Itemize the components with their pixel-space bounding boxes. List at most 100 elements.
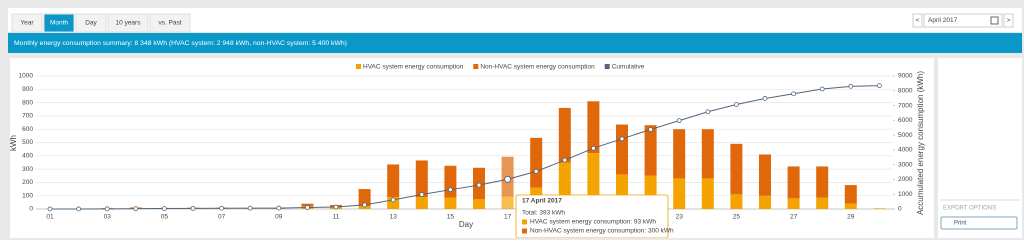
bar-segment[interactable] (587, 101, 600, 154)
y-tick-label: 100 (22, 192, 33, 199)
cumulative-point[interactable] (562, 157, 568, 163)
bar-segment[interactable] (701, 178, 714, 209)
prev-label[interactable]: < (916, 17, 920, 24)
cumulative-point[interactable] (791, 91, 796, 97)
cumulative-point[interactable] (676, 118, 682, 124)
tab[interactable] (75, 13, 107, 33)
tab[interactable] (107, 13, 149, 33)
print-button[interactable] (940, 216, 1018, 230)
cumulative-point[interactable] (848, 83, 854, 89)
legend-label[interactable]: HVAC system energy consumption (363, 64, 464, 71)
cumulative-point[interactable] (47, 206, 53, 212)
bar-segment[interactable] (444, 165, 457, 198)
bar-segment[interactable] (358, 189, 371, 207)
cumulative-point[interactable] (648, 127, 653, 132)
cumulative-point[interactable] (219, 205, 225, 211)
bar-segment[interactable] (787, 166, 800, 199)
bar-segment[interactable] (759, 154, 771, 196)
cumulative-point[interactable] (447, 187, 453, 193)
bar-segment[interactable] (673, 178, 686, 209)
bar-segment[interactable] (415, 197, 428, 209)
y2-tick-label: 7000 (898, 102, 913, 109)
tab-label[interactable]: Month (50, 20, 68, 27)
date-input[interactable] (923, 13, 1003, 28)
cumulative-point[interactable] (276, 205, 282, 211)
bar-segment[interactable] (415, 160, 428, 198)
tab-label[interactable]: 10 years (116, 20, 142, 27)
bar-segment[interactable] (644, 125, 657, 176)
cumulative-point[interactable] (104, 206, 110, 212)
bar-segment[interactable] (444, 197, 457, 209)
legend-label[interactable]: Non-HVAC system energy consumption (480, 64, 595, 71)
bar-segment[interactable] (473, 199, 485, 209)
tab-label[interactable]: Year (20, 20, 34, 27)
bar-segment[interactable] (816, 166, 829, 198)
bar-segment[interactable] (301, 203, 314, 207)
cumulative-point[interactable] (190, 205, 196, 211)
bar-segment[interactable] (501, 196, 514, 209)
tab[interactable] (149, 13, 191, 33)
cumulative-point[interactable] (476, 182, 482, 188)
bar-segment[interactable] (558, 107, 571, 163)
bar-segment[interactable] (873, 208, 886, 209)
bar-segment[interactable] (844, 185, 857, 204)
cumulative-point[interactable] (76, 206, 81, 212)
bar-segment[interactable] (387, 197, 400, 209)
y2-tick-label: 1000 (898, 191, 913, 198)
cumulative-point[interactable] (877, 83, 882, 89)
y2-tick-label: 8000 (898, 87, 913, 94)
tab[interactable] (43, 13, 75, 33)
bar-segment[interactable] (530, 137, 543, 188)
cumulative-point[interactable] (304, 205, 310, 210)
bar-segment[interactable] (844, 203, 857, 209)
prev-button[interactable] (912, 13, 923, 28)
bar-segment[interactable] (673, 129, 686, 179)
tab-label[interactable]: Day (85, 20, 97, 27)
bar-segment[interactable] (787, 198, 800, 209)
cumulative-point[interactable] (333, 204, 339, 210)
cumulative-point[interactable] (705, 109, 711, 115)
cumulative-point[interactable] (591, 145, 596, 151)
cumulative-point[interactable] (734, 102, 739, 107)
cumulative-point[interactable] (819, 86, 825, 92)
cumulative-point[interactable] (161, 206, 167, 211)
cumulative-point[interactable] (362, 202, 368, 208)
cumulative-point[interactable] (619, 136, 625, 142)
y-tick-label: 300 (22, 166, 33, 173)
bar-segment[interactable] (387, 164, 400, 198)
y2-tick-label: 6000 (898, 117, 913, 124)
y-tick-label: 500 (22, 139, 33, 146)
bar-segment[interactable] (730, 143, 743, 195)
bar-segment[interactable] (616, 124, 628, 175)
cumulative-point[interactable] (533, 168, 539, 174)
legend-swatch (356, 64, 361, 69)
x-tick-label: 15 (447, 214, 455, 221)
bar-segment[interactable] (730, 194, 743, 209)
x-tick-label: 05 (161, 214, 169, 221)
bar-segment[interactable] (358, 206, 371, 209)
print-label[interactable]: Print (954, 221, 967, 227)
x-tick-label: 11 (333, 214, 340, 221)
cumulative-point[interactable] (390, 197, 396, 203)
next-button[interactable] (1003, 13, 1014, 28)
x-tick-label: 03 (104, 214, 112, 221)
x-tick-label: 07 (218, 214, 226, 221)
cumulative-point[interactable] (762, 96, 768, 101)
cumulative-line (49, 85, 880, 210)
calendar-icon[interactable] (990, 16, 999, 25)
tab[interactable] (11, 13, 43, 33)
y-tick-label: 0 (29, 206, 33, 213)
y2-tick-label: 0 (898, 206, 902, 213)
bar-segment[interactable] (759, 195, 771, 209)
legend-label[interactable]: Cumulative (612, 64, 645, 71)
bar-segment[interactable] (816, 197, 829, 209)
tab-label[interactable]: vs. Past (158, 20, 181, 27)
cumulative-point[interactable] (247, 205, 253, 211)
cumulative-point[interactable] (504, 175, 512, 183)
cumulative-point[interactable] (419, 192, 425, 197)
date-value[interactable]: April 2017 (928, 17, 958, 24)
next-label[interactable]: > (1007, 17, 1011, 24)
cumulative-point[interactable] (133, 206, 139, 212)
bar-segment[interactable] (701, 129, 714, 179)
y2-axis-title: Accumulated energy consumption (kWh) (916, 71, 925, 215)
